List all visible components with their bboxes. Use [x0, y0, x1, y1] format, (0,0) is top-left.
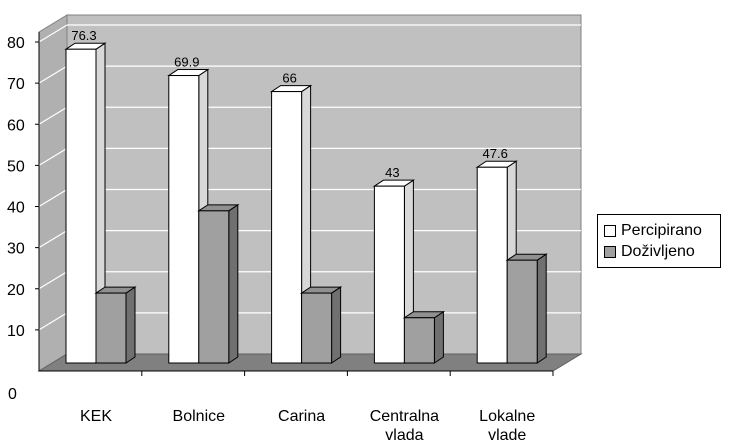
x-tick-label: Centralna [370, 408, 439, 425]
x-tick-label: vlada [385, 427, 423, 444]
bar-dozivljeno [301, 292, 333, 364]
legend-item-percipirano: Percipirano [604, 220, 720, 241]
legend: Percipirano Doživljeno [597, 214, 721, 268]
y-tick-label: 40 [7, 200, 25, 217]
y-tick-label: 20 [7, 282, 25, 299]
axes [35, 32, 554, 376]
x-tick-label: Bolnice [173, 408, 226, 425]
gridline-side [38, 312, 68, 331]
bar-side [536, 253, 547, 364]
gridline-side [38, 230, 68, 249]
y-tick-label: 60 [7, 117, 25, 134]
bar-percipirano [271, 91, 303, 364]
bar-side [125, 286, 136, 364]
gridline-side [38, 24, 68, 43]
bar-percipirano [168, 75, 200, 364]
bar-percipirano [65, 48, 97, 364]
legend-swatch-white [604, 224, 616, 237]
data-label: 69.9 [174, 55, 199, 70]
bar-side [331, 286, 342, 364]
legend-label: Percipirano [621, 221, 702, 239]
x-tick-label: Lokalne [479, 408, 535, 425]
legend-swatch-gray [604, 245, 616, 258]
gridline-side [38, 106, 68, 125]
gridline-side [38, 188, 68, 208]
bar-percipirano [476, 166, 508, 364]
gridline-side [38, 271, 68, 290]
bar-side [433, 310, 444, 364]
bar-dozivljeno [95, 292, 127, 364]
y-tick-label: 50 [7, 158, 25, 175]
x-tick-label: KEK [80, 408, 112, 425]
data-label: 76.3 [71, 28, 96, 43]
y-tick-label: 10 [7, 323, 25, 340]
gridline-side [38, 147, 68, 166]
gridline-side [38, 65, 68, 84]
bar-dozivljeno [403, 317, 435, 364]
legend-item-dozivljeno: Doživljeno [604, 241, 720, 262]
bar-dozivljeno [506, 259, 538, 364]
y-tick-label: 30 [7, 241, 25, 258]
data-label: 66 [282, 71, 296, 86]
bar-dozivljeno [198, 210, 230, 364]
bar-side [228, 203, 239, 364]
y-tick-label: 80 [7, 35, 25, 52]
legend-label: Doživljeno [621, 242, 695, 260]
bar-percipirano [373, 185, 405, 364]
bars [64, 42, 548, 364]
y-tick-label: 70 [7, 76, 25, 93]
y-tick-label: 0 [8, 386, 17, 403]
data-label: 43 [385, 165, 399, 180]
data-label: 47.6 [483, 146, 508, 161]
labels: 0 10 20 30 40 50 60 70 80 76.3 KEK 69.9 Bolnice 66 Car… [7, 28, 535, 444]
x-tick-label: Carina [278, 408, 325, 425]
x-tick-label: vlade [488, 427, 526, 444]
